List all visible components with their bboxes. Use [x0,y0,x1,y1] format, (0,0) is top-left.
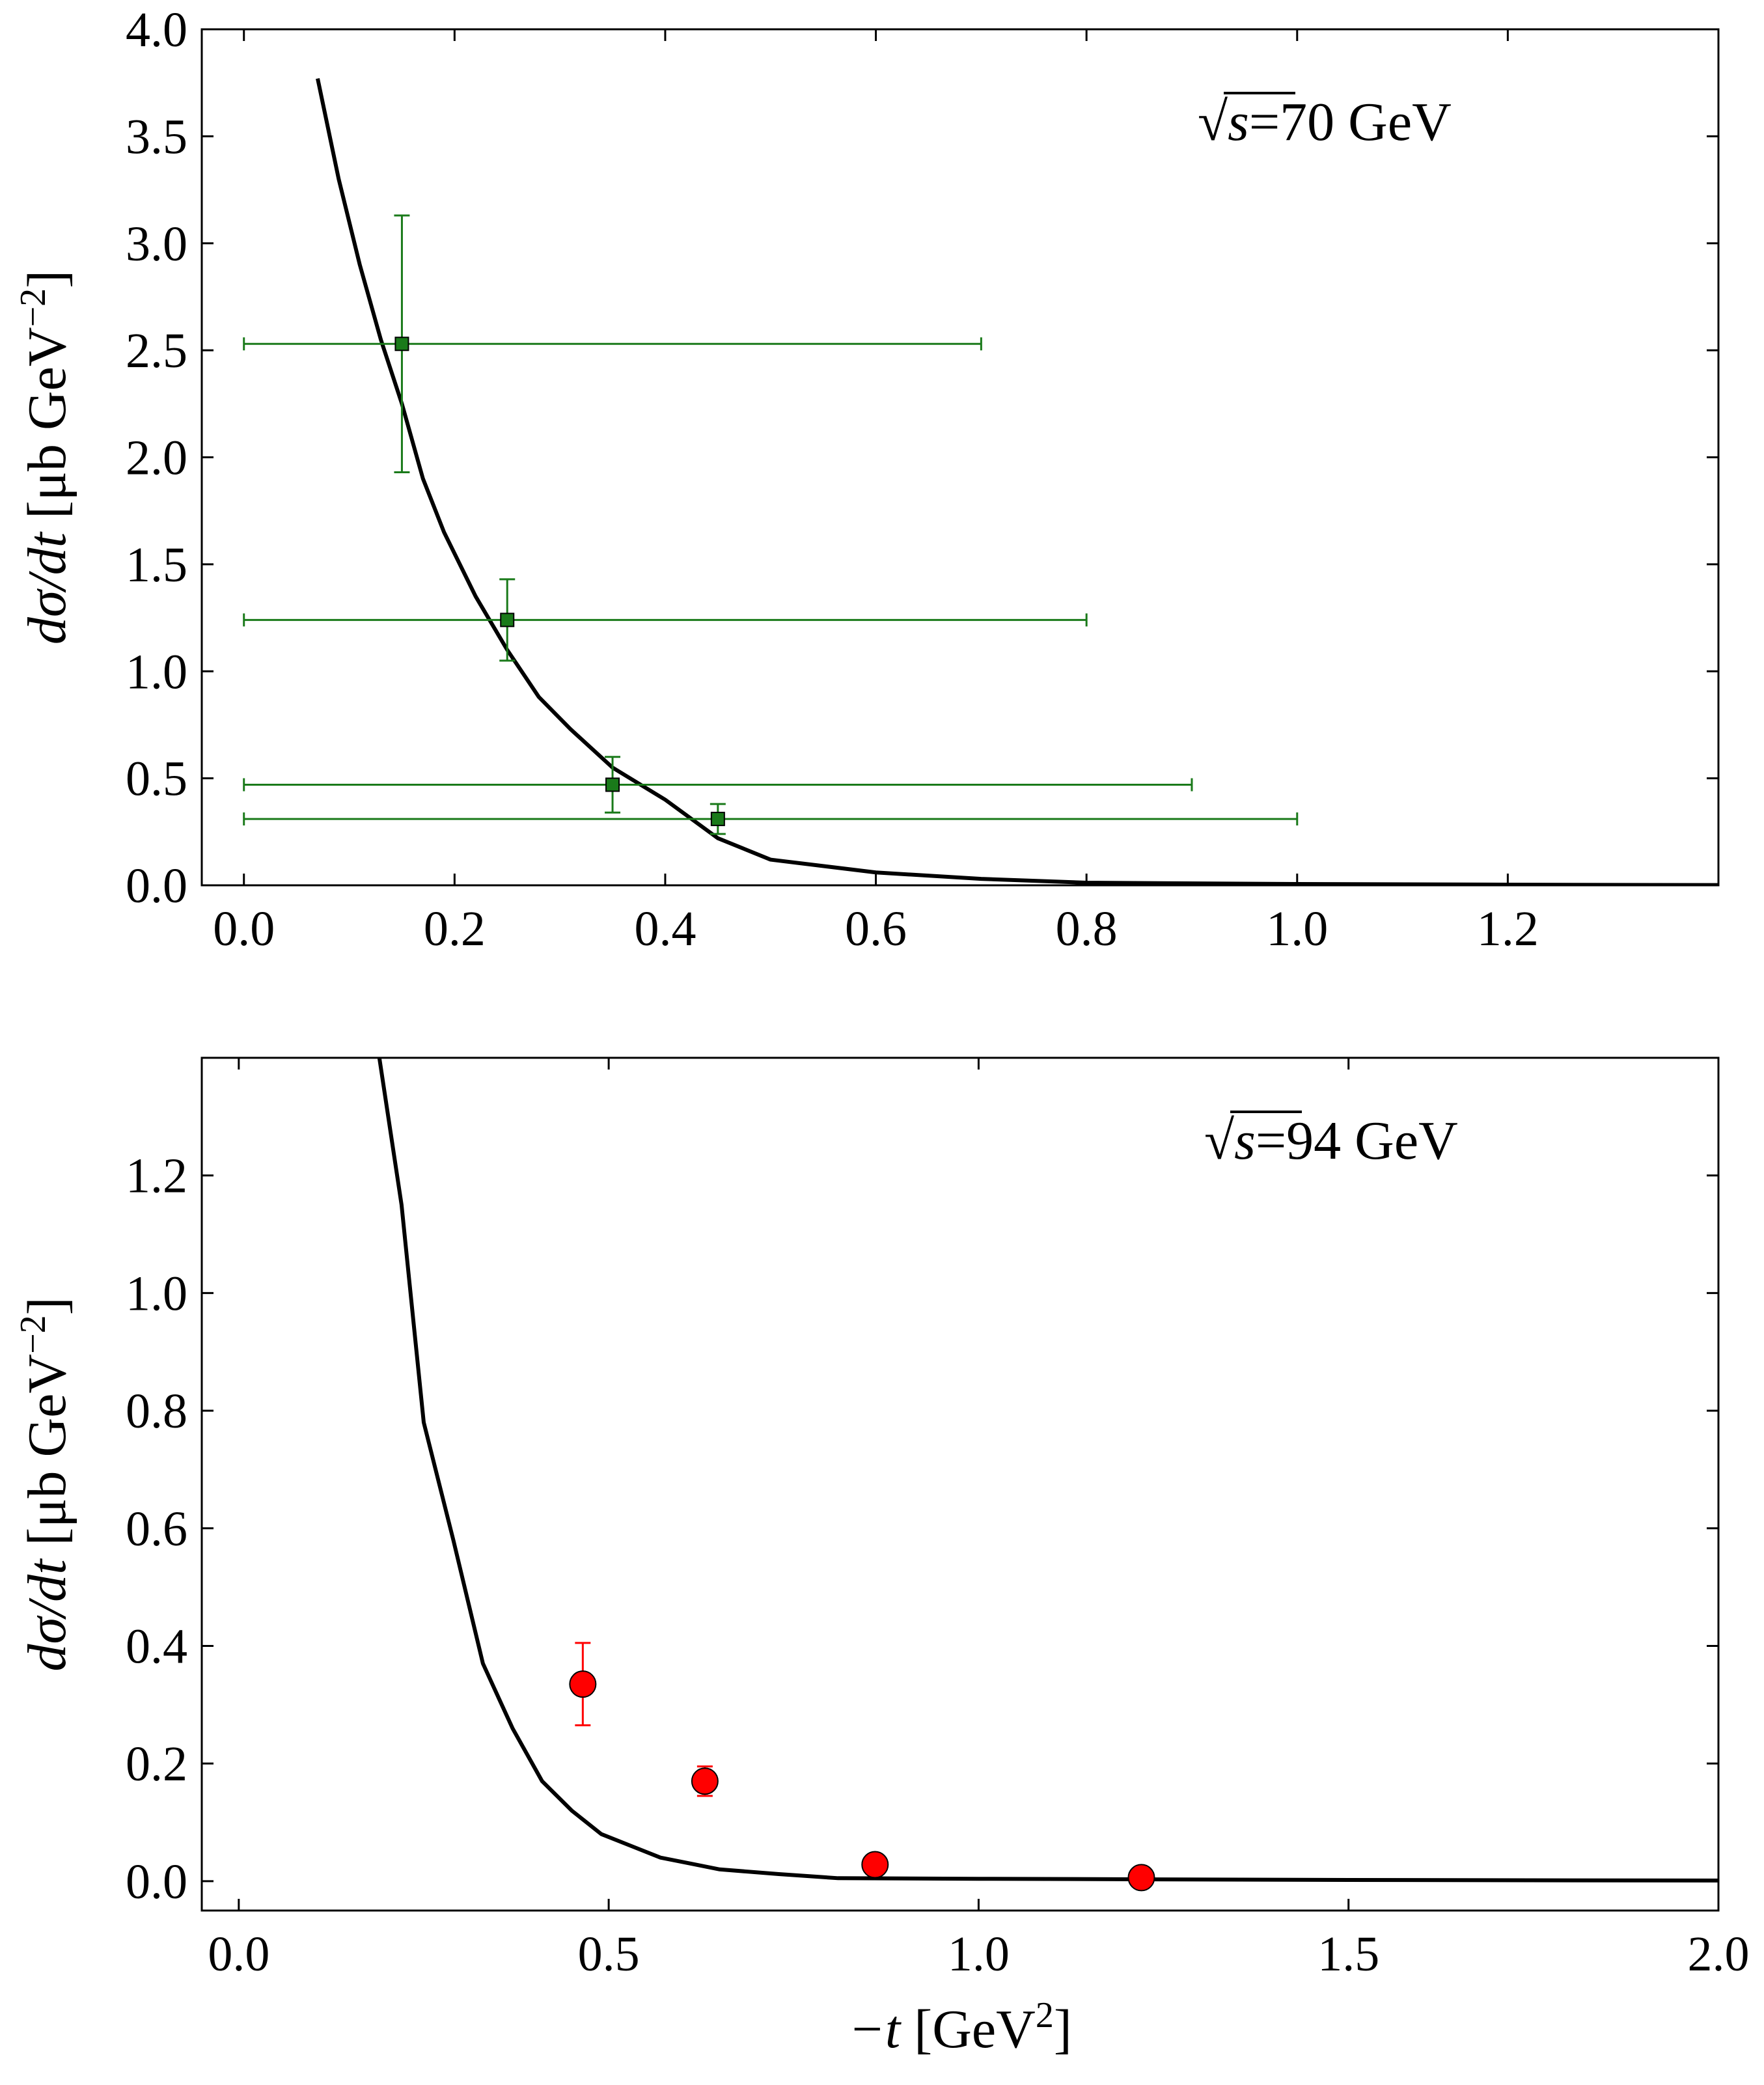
data-point [1127,1864,1155,1892]
y-tick-label: 0.6 [126,1502,187,1556]
y-tick-label: 0.0 [126,1855,187,1909]
x-tick-label: 1.5 [1317,1927,1379,1981]
axes-frame [200,1056,1720,1912]
y-axis-label: dσ/dt [μb GeV−2] [13,1297,77,1671]
square-marker [605,777,620,792]
x-tick-label: 0.0 [213,902,275,956]
x-tick-label: 0.4 [634,902,696,956]
y-tick-label: 1.0 [126,644,187,699]
x-tick-label: 0.0 [208,1927,269,1981]
y-tick-label: 0.0 [126,859,187,913]
x-tick-label: 1.2 [1477,902,1539,956]
x-tick-label: 0.6 [845,902,907,956]
model-curve [316,77,1718,885]
x-tick-label: 1.0 [1266,902,1328,956]
y-tick-label: 3.5 [126,109,187,164]
axes-frame [200,28,1720,887]
y-tick-label: 1.0 [126,1266,187,1321]
square-marker [710,812,725,827]
circle-marker [569,1670,597,1698]
x-tick-label: 1.0 [948,1927,1010,1981]
data-point [569,1642,597,1726]
x-tick-label: 0.5 [578,1927,640,1981]
y-tick-label: 0.2 [126,1737,187,1791]
y-tick-label: 1.5 [126,538,187,592]
y-axis-label: dσ/dt [μb GeV−2] [13,270,77,644]
plot-area [377,1058,1718,1892]
square-marker [500,613,515,628]
y-tick-label: 0.5 [126,752,187,807]
x-tick-label: 0.8 [1056,902,1118,956]
circle-marker [1127,1864,1155,1892]
y-tick-label: 1.2 [126,1149,187,1204]
x-tick-label: 2.0 [1688,1927,1750,1981]
circle-marker [691,1767,719,1795]
x-axis-label: −t [GeV2] [848,1995,1072,2060]
y-tick-label: 3.0 [126,217,187,271]
y-tick-label: 0.4 [126,1619,187,1674]
y-tick-label: 4.0 [126,3,187,57]
model-curve [377,1058,1718,1883]
data-point [861,1851,889,1879]
panel-2: 0.0 0.5 1.0 1.5 2.0 0.0 0.2 0.4 0.6 0.8 1.0 1.2 dσ/d… [13,1056,1750,2060]
energy-annotation: √s=94 GeV [1204,1111,1458,1171]
y-tick-label: 2.0 [126,431,187,486]
square-marker [394,337,409,352]
energy-annotation: √s=70 GeV [1198,92,1452,152]
data-point [243,214,982,474]
data-point [691,1765,719,1797]
data-point [243,803,1299,835]
circle-marker [861,1851,889,1879]
panel-1: 0.0 0.2 0.4 0.6 0.8 1.0 1.2 0.0 0.5 1.0 1.5 2.0 2.5 3… [13,3,1720,956]
plot-area [243,77,1718,885]
data-point [243,756,1193,814]
y-tick-label: 0.8 [126,1384,187,1439]
y-tick-label: 2.5 [126,324,187,378]
x-tick-label: 0.2 [424,902,486,956]
data-point [243,578,1088,662]
